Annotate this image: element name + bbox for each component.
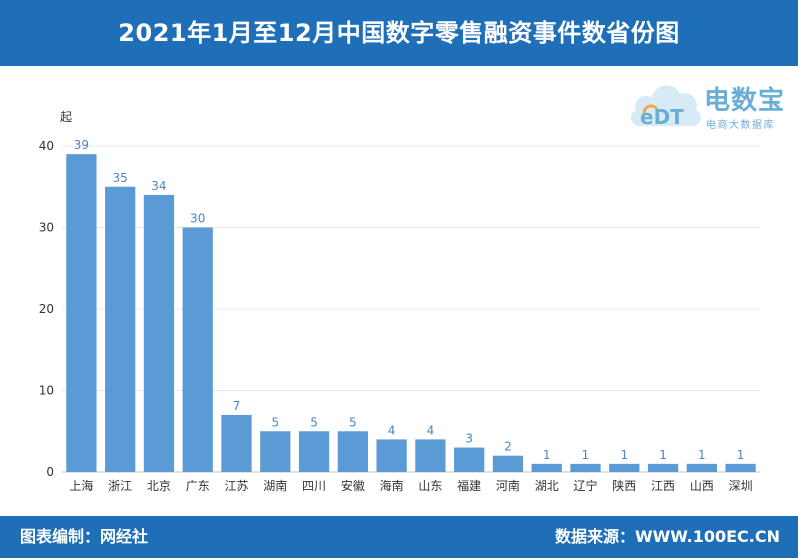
x-tick-label: 江西 xyxy=(651,479,675,493)
footer-source: 数据来源：WWW.100EC.CN xyxy=(554,527,780,546)
bar-chart: 0 10 20 30 40 39 35 34 30 7 5 5 5 4 4 3 2 1 1 1 1 1 1 上海 浙江 北京 广… xyxy=(39,138,760,493)
logo-name: 电数宝 xyxy=(704,86,786,116)
data-label: 1 xyxy=(659,448,667,462)
title-bar: 2021年1月至12月中国数字零售融资事件数省份图 xyxy=(0,0,798,66)
bar xyxy=(647,463,679,472)
data-label: 1 xyxy=(543,448,551,462)
x-tick-label: 河南 xyxy=(496,478,520,493)
bar xyxy=(686,463,717,472)
x-tick-label: 山西 xyxy=(690,479,714,493)
bar xyxy=(609,463,640,472)
bars xyxy=(66,154,756,472)
x-tick-label: 江苏 xyxy=(224,479,248,493)
bar xyxy=(182,227,213,472)
x-tick-label: 辽宁 xyxy=(573,478,597,493)
x-tick-label: 上海 xyxy=(69,478,93,493)
y-tick-labels: 0 10 20 30 40 xyxy=(39,139,54,479)
data-label: 1 xyxy=(737,448,745,462)
bar xyxy=(260,431,291,472)
data-label: 34 xyxy=(151,179,166,193)
y-axis-label: 起 xyxy=(60,110,73,124)
bar xyxy=(725,463,756,472)
bar xyxy=(221,414,252,472)
y-tick-label: 40 xyxy=(39,139,54,153)
y-tick-label: 20 xyxy=(39,302,54,316)
footer-credit: 图表编制：网经社 xyxy=(20,527,149,546)
x-tick-label: 北京 xyxy=(147,479,171,493)
x-tick-label: 福建 xyxy=(457,478,481,493)
logo-badge-text: eDT xyxy=(640,105,684,129)
chart-title: 2021年1月至12月中国数字零售融资事件数省份图 xyxy=(118,19,680,47)
x-tick-label: 四川 xyxy=(302,479,326,493)
bar xyxy=(298,431,330,472)
y-tick-label: 30 xyxy=(39,221,54,235)
x-tick-label: 山东 xyxy=(418,479,442,493)
data-label: 2 xyxy=(504,440,512,454)
data-label: 3 xyxy=(465,432,473,446)
data-label: 5 xyxy=(349,415,357,429)
footer-bar: 图表编制：网经社 数据来源：WWW.100EC.CN xyxy=(0,516,798,558)
x-tick-label: 安徽 xyxy=(341,478,365,493)
bar xyxy=(454,447,485,472)
x-tick-label: 湖北 xyxy=(535,478,559,493)
data-label: 39 xyxy=(74,138,89,152)
bar xyxy=(105,186,136,472)
x-tick-label: 海南 xyxy=(380,478,404,493)
data-label: 4 xyxy=(388,423,396,437)
x-tick-label: 浙江 xyxy=(108,479,132,493)
data-label: 1 xyxy=(698,448,706,462)
bar xyxy=(492,455,524,472)
data-label: 30 xyxy=(190,212,205,226)
value-labels: 39 35 34 30 7 5 5 5 4 4 3 2 1 1 1 1 1 1 xyxy=(74,138,745,462)
bar xyxy=(337,431,368,472)
data-label: 1 xyxy=(620,448,628,462)
bar xyxy=(415,439,446,472)
bar xyxy=(66,154,97,472)
data-label: 4 xyxy=(427,423,435,437)
x-tick-label: 深圳 xyxy=(729,479,753,493)
bar xyxy=(143,194,175,472)
data-label: 1 xyxy=(582,448,590,462)
data-label: 5 xyxy=(310,415,318,429)
bar xyxy=(376,439,407,472)
cloud-logo-icon: eDT xyxy=(631,85,701,129)
bar xyxy=(531,463,562,472)
data-label: 7 xyxy=(233,399,241,413)
brand-logo: eDT 电数宝 电商大数据库 xyxy=(626,70,796,134)
bar xyxy=(570,463,601,472)
x-tick-labels: 上海 浙江 北京 广东 江苏 湖南 四川 安徽 海南 山东 福建 河南 湖北 辽宁 陕西 江西 山西 深圳 xyxy=(69,478,752,493)
data-label: 35 xyxy=(113,171,128,185)
y-tick-label: 0 xyxy=(46,465,54,479)
x-tick-label: 湖南 xyxy=(263,478,287,493)
logo-subtitle: 电商大数据库 xyxy=(706,120,775,131)
data-label: 5 xyxy=(271,415,279,429)
x-tick-label: 陕西 xyxy=(612,478,636,493)
x-tick-label: 广东 xyxy=(186,479,210,493)
y-tick-label: 10 xyxy=(39,384,54,398)
grid-lines xyxy=(62,145,760,473)
